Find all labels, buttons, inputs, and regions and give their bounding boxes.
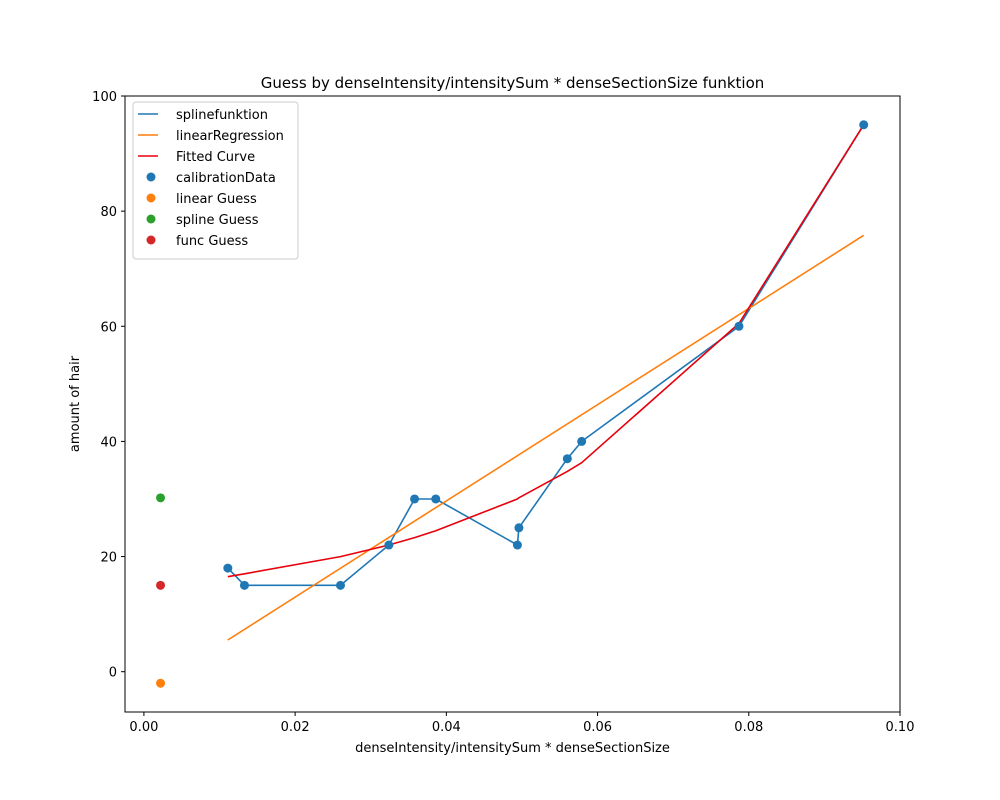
point-spline-guess xyxy=(156,493,166,503)
point-calibrationdata xyxy=(223,563,233,573)
x-tick-label: 0.10 xyxy=(886,720,915,735)
legend-label-func-guess: func Guess xyxy=(176,234,248,249)
legend-label-calibrationdata: calibrationData xyxy=(176,171,276,186)
point-func-guess xyxy=(156,580,166,590)
x-axis-label: denseIntensity/intensitySum * denseSecti… xyxy=(355,741,670,756)
point-calibrationdata xyxy=(335,580,345,590)
x-tick-label: 0.08 xyxy=(734,720,763,735)
y-tick-label: 60 xyxy=(100,320,117,335)
legend-swatch-linear-guess xyxy=(146,193,156,203)
legend-swatch-calibrationdata xyxy=(146,172,156,182)
point-calibrationdata xyxy=(512,540,522,550)
legend-label-linear-guess: linear Guess xyxy=(176,192,257,207)
axes-layer: 0.00 0.02 0.04 0.06 0.08 0.10 0 20 40 60 80 100 xyxy=(92,90,914,735)
point-calibrationdata xyxy=(562,454,572,464)
y-tick-label: 0 xyxy=(109,666,117,681)
point-calibrationdata xyxy=(859,120,869,130)
series-layer xyxy=(156,120,869,688)
legend-label-splinefunktion: splinefunktion xyxy=(176,108,268,123)
y-axis-label: amount of hair xyxy=(68,355,83,452)
series-line-fitted-curve xyxy=(227,124,865,578)
point-calibrationdata xyxy=(384,540,394,550)
legend-swatch-spline-guess xyxy=(146,214,156,224)
x-tick-label: 0.02 xyxy=(281,720,310,735)
y-tick-label: 80 xyxy=(100,205,117,220)
y-tick-label: 40 xyxy=(100,435,117,450)
point-calibrationdata xyxy=(734,321,744,331)
x-tick-label: 0.00 xyxy=(129,720,158,735)
legend-label-spline-guess: spline Guess xyxy=(176,213,259,228)
x-tick-label: 0.06 xyxy=(583,720,612,735)
legend-label-linearregression: linearRegression xyxy=(176,129,284,144)
legend: splinefunktion linearRegression Fitted Cur… xyxy=(132,101,299,260)
point-calibrationdata xyxy=(514,523,524,533)
plot-frame xyxy=(124,95,901,713)
x-tick-label: 0.04 xyxy=(432,720,461,735)
y-tick-label: 100 xyxy=(92,90,117,105)
chart-title: Guess by denseIntensity/intensitySum * d… xyxy=(261,74,765,92)
series-line-splinefunktion xyxy=(227,124,865,587)
y-tick-label: 20 xyxy=(100,551,117,566)
point-calibrationdata xyxy=(410,494,420,504)
legend-label-fitted-curve: Fitted Curve xyxy=(176,150,255,165)
point-calibrationdata xyxy=(431,494,441,504)
point-linear-guess xyxy=(156,678,166,688)
point-calibrationdata xyxy=(239,580,249,590)
point-calibrationdata xyxy=(577,436,587,446)
legend-swatch-func-guess xyxy=(146,235,156,245)
series-line-linearregression xyxy=(227,234,865,641)
legend-frame xyxy=(132,101,299,260)
